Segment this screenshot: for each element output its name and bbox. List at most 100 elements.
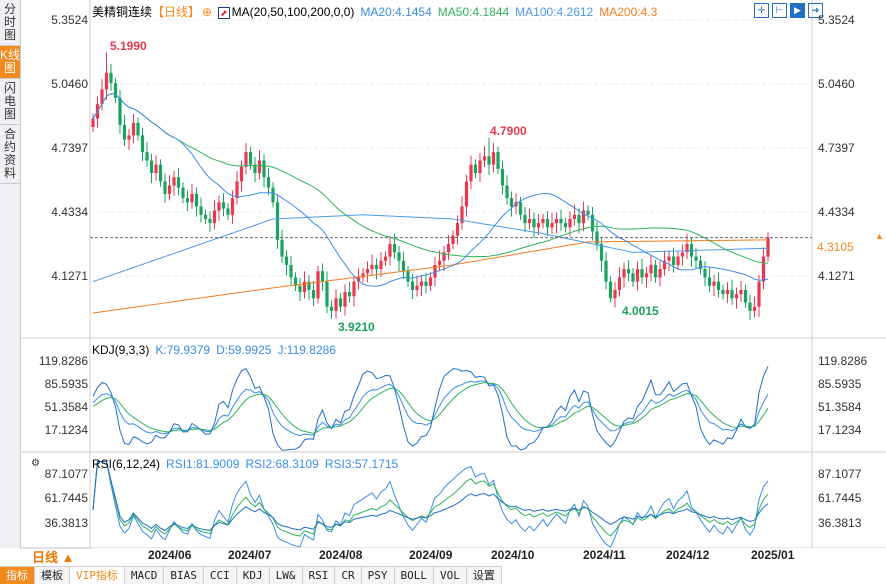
kdj-legend: KDJ(9,3,3) K:79.9379 D:59.9925 J:119.8286 [92,343,342,357]
tab-templates[interactable]: 模板 [35,567,70,584]
zoom-range-icon[interactable]: ⊢ [772,3,787,18]
tab-boll[interactable]: BOLL [395,567,434,584]
candle-body [415,285,419,290]
candle-body [428,277,433,286]
date-tick: 2024/10 [491,548,535,562]
candle-body [253,164,257,173]
candle-body [217,202,221,211]
price-tick: 4.7397 [818,141,855,155]
rsi-tick: 61.7445 [44,491,88,505]
kdj-tick: 17.1234 [818,423,862,437]
candle-body [370,264,374,270]
current-price-arrow: ▲ [875,231,884,241]
candle-body [325,281,329,307]
candle-body [437,260,442,265]
candle-body [284,256,289,265]
ma50-value: MA50:4.1844 [437,5,510,19]
tab-macd[interactable]: MACD [125,567,165,584]
candle-body [203,214,208,219]
high-label: 4.7900 [490,124,527,138]
candle-body [734,294,739,299]
candle-body [145,152,149,161]
candle-body [235,181,239,199]
tab-kdj[interactable]: KDJ [237,567,270,584]
candle-body [617,277,622,290]
date-tick: 2024/06 [148,548,192,562]
candle-body [536,223,541,228]
candle-body [280,239,284,257]
ma-icon[interactable]: ⬈ [218,7,230,19]
candle-body [100,89,104,105]
tab-cci[interactable]: CCI [204,567,237,584]
candle-body [532,218,536,228]
tab-indicators[interactable]: 指标 [0,567,35,584]
candle-body [307,281,311,290]
rsi-tick: 87.1077 [44,467,88,481]
candle-body [185,198,190,203]
play-icon[interactable]: ▶ [790,3,805,18]
candle-body [329,306,334,311]
tab-psy[interactable]: PSY [362,567,395,584]
candle-body [473,164,478,173]
tab-kline[interactable]: K线图 [0,46,20,79]
tab-timeshare[interactable]: 分时图 [0,0,20,46]
period-selector[interactable]: 日线 ▲ [20,548,92,566]
tab-vip[interactable]: VIP指标 [70,567,125,584]
kdj-j: J:119.8286 [277,343,336,357]
candle-body [703,269,707,278]
crosshair-icon[interactable]: ✛ [754,3,769,18]
kdj-k-line [92,380,769,436]
high-label: 5.1990 [110,39,147,53]
chart-canvas[interactable] [0,0,886,548]
date-tick: 2024/11 [583,548,626,562]
tab-rsi[interactable]: RSI [303,567,336,584]
tab-bias[interactable]: BIAS [164,567,204,584]
candle-body [104,72,109,90]
ma-title: MA(20,50,100,200,0,0) [231,5,355,19]
candle-body [149,160,154,173]
tab-vol[interactable]: VOL [434,567,467,584]
candle-body [761,256,766,282]
candle-body [757,281,761,307]
tab-cr[interactable]: CR [335,567,362,584]
candle-body [109,72,113,84]
kdj-tick: 51.3584 [44,400,88,414]
candle-body [361,273,365,278]
candle-body [590,214,595,232]
candle-body [694,256,698,261]
rsi-tick: 36.3813 [44,516,88,530]
ma50-line [92,93,769,264]
candle-body [338,298,343,307]
candle-body [212,210,217,224]
candle-body [523,214,527,224]
candle-body [199,206,203,215]
candle-body [433,264,437,278]
kdj-j-line [92,366,769,451]
move-right-icon[interactable]: ➜ [808,3,823,18]
tab-lw[interactable]: LW& [270,567,303,584]
tab-settings[interactable]: 设置 [467,567,502,584]
settings-icon[interactable]: ⚙ [31,458,40,469]
kdj-tick: 17.1234 [44,423,88,437]
price-tick: 5.3524 [51,13,88,27]
candle-body [356,277,361,282]
price-tick: 4.7397 [51,141,88,155]
candle-body [190,193,194,203]
candle-body [320,271,325,282]
tab-contract-info[interactable]: 合约资料 [0,125,20,184]
add-icon[interactable]: ⊕ [202,5,213,19]
candle-body [671,256,676,265]
rsi-tick: 87.1077 [818,467,862,481]
candle-body [352,281,356,297]
rsi3: RSI3:57.1715 [324,457,399,471]
candle-body [707,277,712,286]
price-tick: 4.4334 [51,205,88,219]
date-axis: 2024/06 2024/07 2024/08 2024/09 2024/10 … [0,548,886,566]
candle-body [680,252,685,257]
candle-body [388,244,392,257]
tab-flash[interactable]: 闪电图 [0,79,20,125]
candle-body [478,160,482,173]
candle-body [136,122,140,136]
candle-body [752,306,757,311]
candle-body [469,164,473,182]
